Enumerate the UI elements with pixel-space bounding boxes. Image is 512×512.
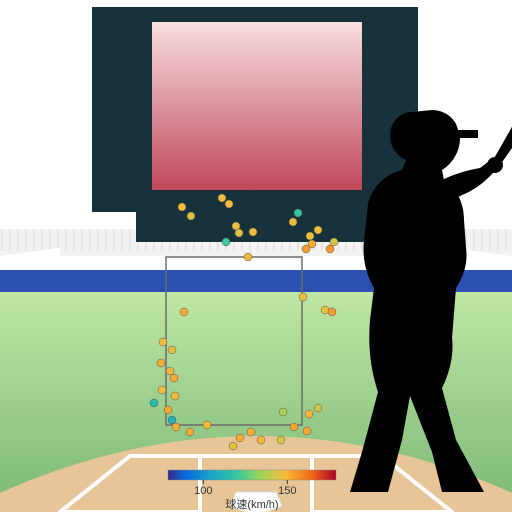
pitch-point bbox=[321, 306, 329, 314]
pitch-point bbox=[235, 229, 243, 237]
pitch-point bbox=[180, 308, 188, 316]
pitch-point bbox=[159, 338, 167, 346]
pitch-point bbox=[170, 374, 178, 382]
colorbar-tick-label: 150 bbox=[278, 485, 296, 497]
pitch-point bbox=[218, 194, 226, 202]
pitch-point bbox=[305, 410, 313, 418]
pitch-point bbox=[172, 423, 180, 431]
pitch-point bbox=[247, 428, 255, 436]
pitch-point bbox=[168, 346, 176, 354]
pitch-point bbox=[299, 293, 307, 301]
scoreboard-screen bbox=[152, 22, 362, 190]
pitch-point bbox=[236, 434, 244, 442]
pitch-point bbox=[257, 436, 265, 444]
pitch-point bbox=[229, 442, 237, 450]
pitch-point bbox=[222, 238, 230, 246]
pitch-point bbox=[225, 200, 233, 208]
pitch-point bbox=[326, 245, 334, 253]
pitch-point bbox=[249, 228, 257, 236]
colorbar-axis-label: 球速(km/h) bbox=[225, 497, 278, 511]
pitch-point bbox=[302, 245, 310, 253]
pitch-point bbox=[303, 427, 311, 435]
pitch-point bbox=[294, 209, 302, 217]
pitch-point bbox=[157, 359, 165, 367]
pitch-point bbox=[203, 421, 211, 429]
scoreboard-base bbox=[136, 212, 374, 242]
pitch-point bbox=[314, 226, 322, 234]
pitch-point bbox=[158, 386, 166, 394]
pitch-point bbox=[328, 308, 336, 316]
pitch-point bbox=[150, 399, 158, 407]
pitch-point bbox=[166, 367, 174, 375]
pitch-point bbox=[277, 436, 285, 444]
pitch-point bbox=[290, 423, 298, 431]
pitch-point bbox=[164, 406, 172, 414]
pitch-point bbox=[306, 232, 314, 240]
pitch-point bbox=[314, 404, 322, 412]
pitch-point bbox=[178, 203, 186, 211]
pitch-point bbox=[244, 253, 252, 261]
pitch-point bbox=[279, 408, 287, 416]
pitch-location-chart: 100 150球速(km/h) bbox=[0, 0, 512, 512]
pitch-point bbox=[187, 212, 195, 220]
colorbar bbox=[168, 470, 336, 480]
pitch-point bbox=[171, 392, 179, 400]
colorbar-tick-label: 100 bbox=[194, 485, 212, 497]
pitch-point bbox=[289, 218, 297, 226]
pitch-point bbox=[168, 416, 176, 424]
pitch-point bbox=[186, 428, 194, 436]
pitch-point bbox=[330, 238, 338, 246]
